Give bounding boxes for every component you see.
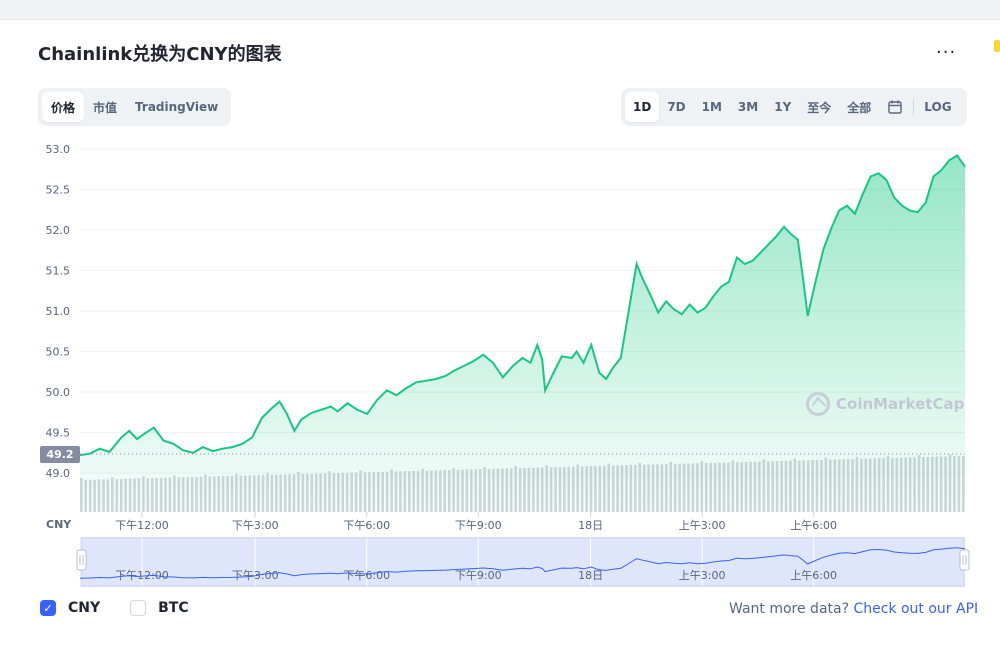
legend: ✓ CNY BTC: [40, 600, 219, 616]
y-tick-label: 52.5: [46, 184, 71, 197]
y-tick-label: 51.0: [46, 305, 71, 318]
y-tick-label: 51.5: [46, 265, 71, 278]
chart-title: Chainlink兑换为CNY的图表: [38, 44, 282, 65]
navigator-tick-label: 上午3:00: [679, 569, 726, 582]
range-divider: [913, 99, 915, 115]
watermark: CoinMarketCap: [806, 392, 964, 416]
y-tick-label: 52.0: [46, 224, 71, 237]
tab-price[interactable]: 价格: [42, 92, 85, 122]
y-tick-label: 49.5: [46, 427, 71, 440]
x-tick-label: 上午3:00: [679, 519, 726, 532]
checkbox-checked-icon[interactable]: ✓: [40, 600, 56, 616]
price-area: [80, 155, 965, 512]
api-link[interactable]: Check out our API: [853, 601, 979, 617]
y-tick-label: 49.0: [46, 467, 71, 480]
coinmarketcap-logo-icon: [806, 392, 830, 416]
y-tick-label: 50.5: [46, 346, 71, 359]
calendar-icon[interactable]: [879, 92, 911, 122]
navigator-tick-label: 下午6:00: [343, 569, 390, 582]
x-tick-label: 18日: [578, 519, 603, 532]
x-tick-label: 上午6:00: [790, 519, 837, 532]
range-7d[interactable]: 7D: [667, 100, 686, 114]
legend-label: CNY: [68, 600, 101, 616]
legend-cny[interactable]: ✓ CNY: [40, 600, 100, 616]
navigator-tick-label: 下午9:00: [455, 569, 502, 582]
range-tabs: 1D 7D 1M 3M 1Y 至今 全部 LOG: [621, 88, 967, 126]
api-promo: Want more data? Check out our API: [729, 601, 978, 617]
range-1d[interactable]: 1D: [625, 92, 660, 122]
drag-handle-icon[interactable]: [76, 549, 87, 571]
navigator-tick-label: 下午12:00: [115, 569, 169, 582]
range-1y[interactable]: 1Y: [774, 100, 792, 114]
top-strip: [0, 0, 1000, 20]
navigator-tick-label: 上午6:00: [790, 569, 837, 582]
y-tick-label: 53.0: [46, 143, 71, 156]
currency-axis-label: CNY: [46, 518, 72, 531]
x-tick-label: 下午9:00: [455, 519, 502, 532]
price-line: [79, 154, 966, 457]
checkbox-unchecked-icon[interactable]: [130, 600, 147, 616]
range-ytd[interactable]: 至今: [807, 100, 832, 115]
navigator-tick-label: 18日: [578, 569, 603, 582]
chart-type-tabs: 价格 市值 TradingView: [38, 88, 232, 126]
x-tick-label: 下午3:00: [232, 519, 279, 532]
api-text: Want more data?: [729, 601, 854, 617]
x-tick-label: 下午6:00: [343, 519, 390, 532]
x-tick-label: 下午12:00: [115, 519, 169, 532]
side-accent: [994, 40, 1000, 52]
current-price-label: 49.2: [40, 446, 80, 463]
y-tick-label: 50.0: [46, 386, 71, 399]
tab-tradingview[interactable]: TradingView: [135, 100, 219, 114]
navigator-line: [79, 547, 966, 579]
watermark-text: CoinMarketCap: [836, 395, 965, 413]
legend-btc[interactable]: BTC: [130, 600, 189, 616]
range-3m[interactable]: 3M: [737, 100, 759, 114]
log-toggle[interactable]: LOG: [924, 100, 952, 114]
more-horizontal-icon[interactable]: ···: [936, 42, 957, 63]
tab-market-cap[interactable]: 市值: [93, 100, 118, 115]
range-all[interactable]: 全部: [847, 100, 872, 115]
legend-label: BTC: [158, 600, 189, 616]
drag-handle-icon[interactable]: [959, 549, 970, 571]
range-1m[interactable]: 1M: [701, 100, 722, 114]
